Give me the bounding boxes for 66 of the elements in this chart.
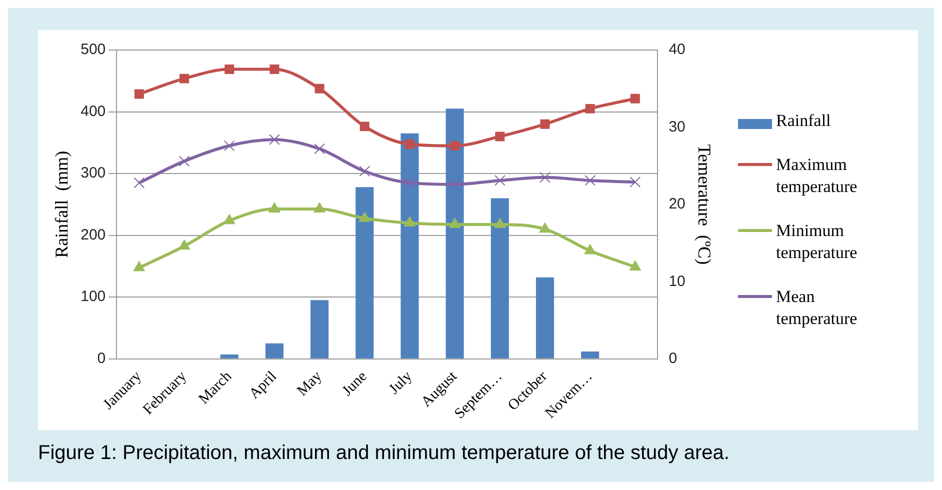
point [404,139,414,149]
legend-label: Rainfall [776,110,831,132]
point [630,94,640,104]
y-tick-label: 0 [97,350,106,367]
bar [400,133,419,358]
y-axis-title: Rainfall (mm) [52,150,72,258]
point [449,218,461,228]
point [629,260,641,270]
point [133,261,145,272]
bar [536,277,554,358]
point [180,74,190,84]
text: Figure 1: Precipitation, maximum and minimum temperature of the study area. [38,442,730,465]
point [268,202,280,213]
point [314,84,324,94]
point [584,244,596,254]
point [585,104,595,114]
x-tick-label: May [294,368,326,400]
point [134,177,145,188]
point [539,222,551,233]
point [224,64,234,74]
legend-label: Maximum temperature [776,154,858,198]
point [449,178,460,190]
point [495,132,505,142]
point [224,214,236,224]
point [584,175,596,186]
point [494,175,506,186]
bar [265,343,284,358]
point [358,212,370,222]
y-tick-label: 200 [80,226,106,244]
point [630,176,641,188]
point [360,122,370,132]
x-tick-label: June [339,368,370,400]
y-tick-label: 500 [80,41,106,58]
y2-tick-label: 40 [668,41,686,58]
point [404,216,416,226]
point [314,202,326,213]
y2-tick-label: 0 [668,350,678,367]
point [540,119,550,129]
bar [581,351,600,358]
point [494,218,506,228]
point [540,172,550,183]
point [270,64,280,74]
point [450,141,460,150]
bar [310,300,329,358]
bar [446,108,464,358]
legend-label: Mean temperature [776,286,858,330]
bar [356,187,374,358]
point [134,89,144,99]
y2-tick-label: 10 [668,272,686,290]
y-tick-label: 400 [80,102,106,120]
y2-tick-label: 30 [668,118,686,136]
y2-axis-title: Temerature (ºC) [694,144,714,265]
point [178,156,190,167]
legend-label: Minimum temperature [776,220,858,264]
point [268,134,280,146]
y2-tick-label: 20 [668,196,686,213]
x-tick-label: July [386,368,416,398]
y-tick-label: 300 [80,164,106,182]
point [359,166,370,177]
point [404,177,416,188]
point [178,240,190,250]
bar [220,354,238,358]
bar [490,198,509,358]
y-tick-label: 100 [80,288,106,306]
point [314,143,325,154]
point [224,140,235,152]
